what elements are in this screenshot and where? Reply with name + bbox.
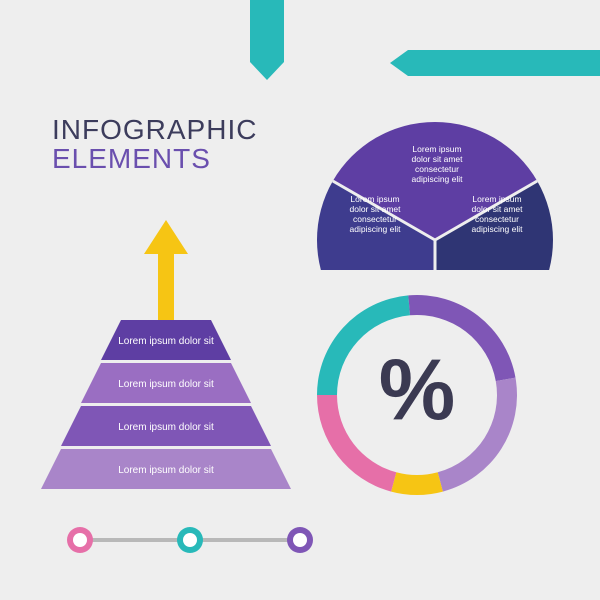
pie-chart: Lorem ipsumdolor sit ametconsecteturadip… bbox=[305, 110, 565, 275]
timeline-node-inner bbox=[183, 533, 197, 547]
percent-icon: % bbox=[379, 342, 455, 441]
pie-slice-label: consectetur bbox=[353, 214, 397, 224]
pyramid-tier-label: Lorem ipsum dolor sit bbox=[118, 465, 214, 476]
pie-slice-label: dolor sit amet bbox=[471, 204, 523, 214]
pie-slice-label: Lorem ipsum bbox=[472, 194, 521, 204]
pie-slice-label: dolor sit amet bbox=[411, 154, 463, 164]
pie-slice-label: adipiscing elit bbox=[471, 224, 523, 234]
pyramid-tier-label: Lorem ipsum dolor sit bbox=[118, 336, 214, 347]
pie-slice-label: adipiscing elit bbox=[349, 224, 401, 234]
timeline-node-inner bbox=[73, 533, 87, 547]
pie-slice-label: consectetur bbox=[475, 214, 519, 224]
timeline-node-inner bbox=[293, 533, 307, 547]
pie-slice-label: consectetur bbox=[415, 164, 459, 174]
arrow-bar bbox=[390, 50, 600, 80]
pie-slice-label: Lorem ipsum bbox=[412, 144, 461, 154]
page-title: INFOGRAPHIC ELEMENTS bbox=[52, 115, 257, 174]
pyramid-tier-label: Lorem ipsum dolor sit bbox=[118, 422, 214, 433]
ring-segment bbox=[391, 472, 443, 495]
percent-ring: % bbox=[312, 290, 522, 500]
pie-slice-label: adipiscing elit bbox=[411, 174, 463, 184]
pie-slice-label: dolor sit amet bbox=[349, 204, 401, 214]
timeline bbox=[60, 520, 320, 565]
title-line2: ELEMENTS bbox=[52, 144, 257, 173]
pyramid-arrow-icon bbox=[144, 220, 188, 320]
pie-slice-label: Lorem ipsum bbox=[350, 194, 399, 204]
bookmark-ribbon bbox=[250, 0, 284, 84]
pyramid-tier-label: Lorem ipsum dolor sit bbox=[118, 379, 214, 390]
title-line1: INFOGRAPHIC bbox=[52, 115, 257, 144]
pyramid-chart: Lorem ipsum dolor sit Lorem ipsum dolor s… bbox=[36, 220, 296, 505]
